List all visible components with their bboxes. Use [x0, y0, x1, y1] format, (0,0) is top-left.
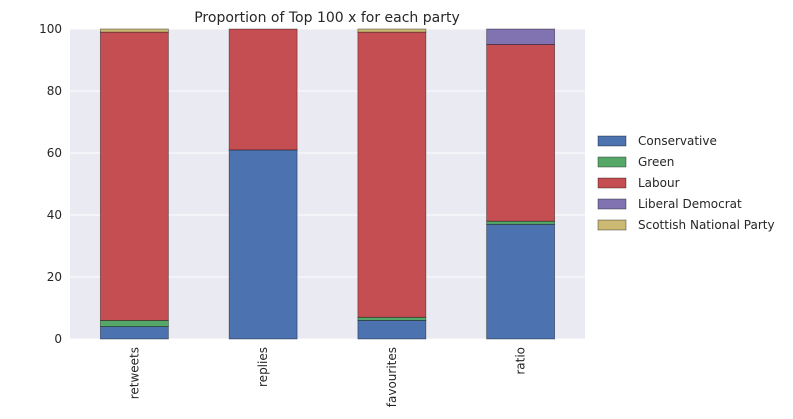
- y-tick-label: 40: [47, 208, 62, 222]
- legend-label: Scottish National Party: [638, 218, 775, 232]
- x-tick-label: retweets: [127, 347, 141, 399]
- bar-favourites-green: [357, 316, 427, 321]
- y-tick-label: 60: [47, 146, 62, 160]
- bars: [99, 28, 556, 340]
- x-tick-label: replies: [256, 347, 270, 387]
- chart-title: Proportion of Top 100 x for each party: [194, 10, 460, 26]
- legend: Conservative Green Labour Liberal Democrat S…: [597, 134, 775, 232]
- legend-swatch: [597, 198, 627, 210]
- bar-ratio-labour: [486, 44, 556, 222]
- bar-retweets-green: [99, 319, 169, 327]
- x-tick-label: ratio: [514, 347, 528, 375]
- y-tick-label: 80: [47, 84, 62, 98]
- bar-retweets-labour: [99, 31, 169, 321]
- legend-swatch: [597, 177, 627, 189]
- x-axis: retweets replies favourites ratio: [127, 347, 527, 407]
- bar-ratio-green: [486, 220, 556, 225]
- bar-favourites-scottish-national-party: [357, 28, 427, 33]
- bar-ratio-conservative: [486, 223, 556, 340]
- legend-label: Conservative: [638, 134, 717, 148]
- legend-label: Labour: [638, 176, 680, 190]
- bar-replies-labour: [228, 28, 298, 151]
- bar-favourites-labour: [357, 31, 427, 318]
- bar-ratio-liberal-democrat: [486, 28, 556, 45]
- legend-swatch: [597, 135, 627, 147]
- y-tick-label: 100: [39, 22, 62, 36]
- legend-swatch: [597, 156, 627, 168]
- bar-replies-conservative: [228, 149, 298, 340]
- legend-label: Green: [638, 155, 674, 169]
- legend-label: Liberal Democrat: [638, 197, 742, 211]
- x-tick-label: favourites: [385, 347, 399, 407]
- bar-retweets-conservative: [99, 326, 169, 340]
- y-axis: 0 20 40 60 80 100: [39, 22, 62, 346]
- legend-swatch: [597, 219, 627, 231]
- y-tick-label: 20: [47, 270, 62, 284]
- bar-favourites-conservative: [357, 319, 427, 340]
- y-tick-label: 0: [54, 332, 62, 346]
- bar-retweets-scottish-national-party: [99, 28, 169, 33]
